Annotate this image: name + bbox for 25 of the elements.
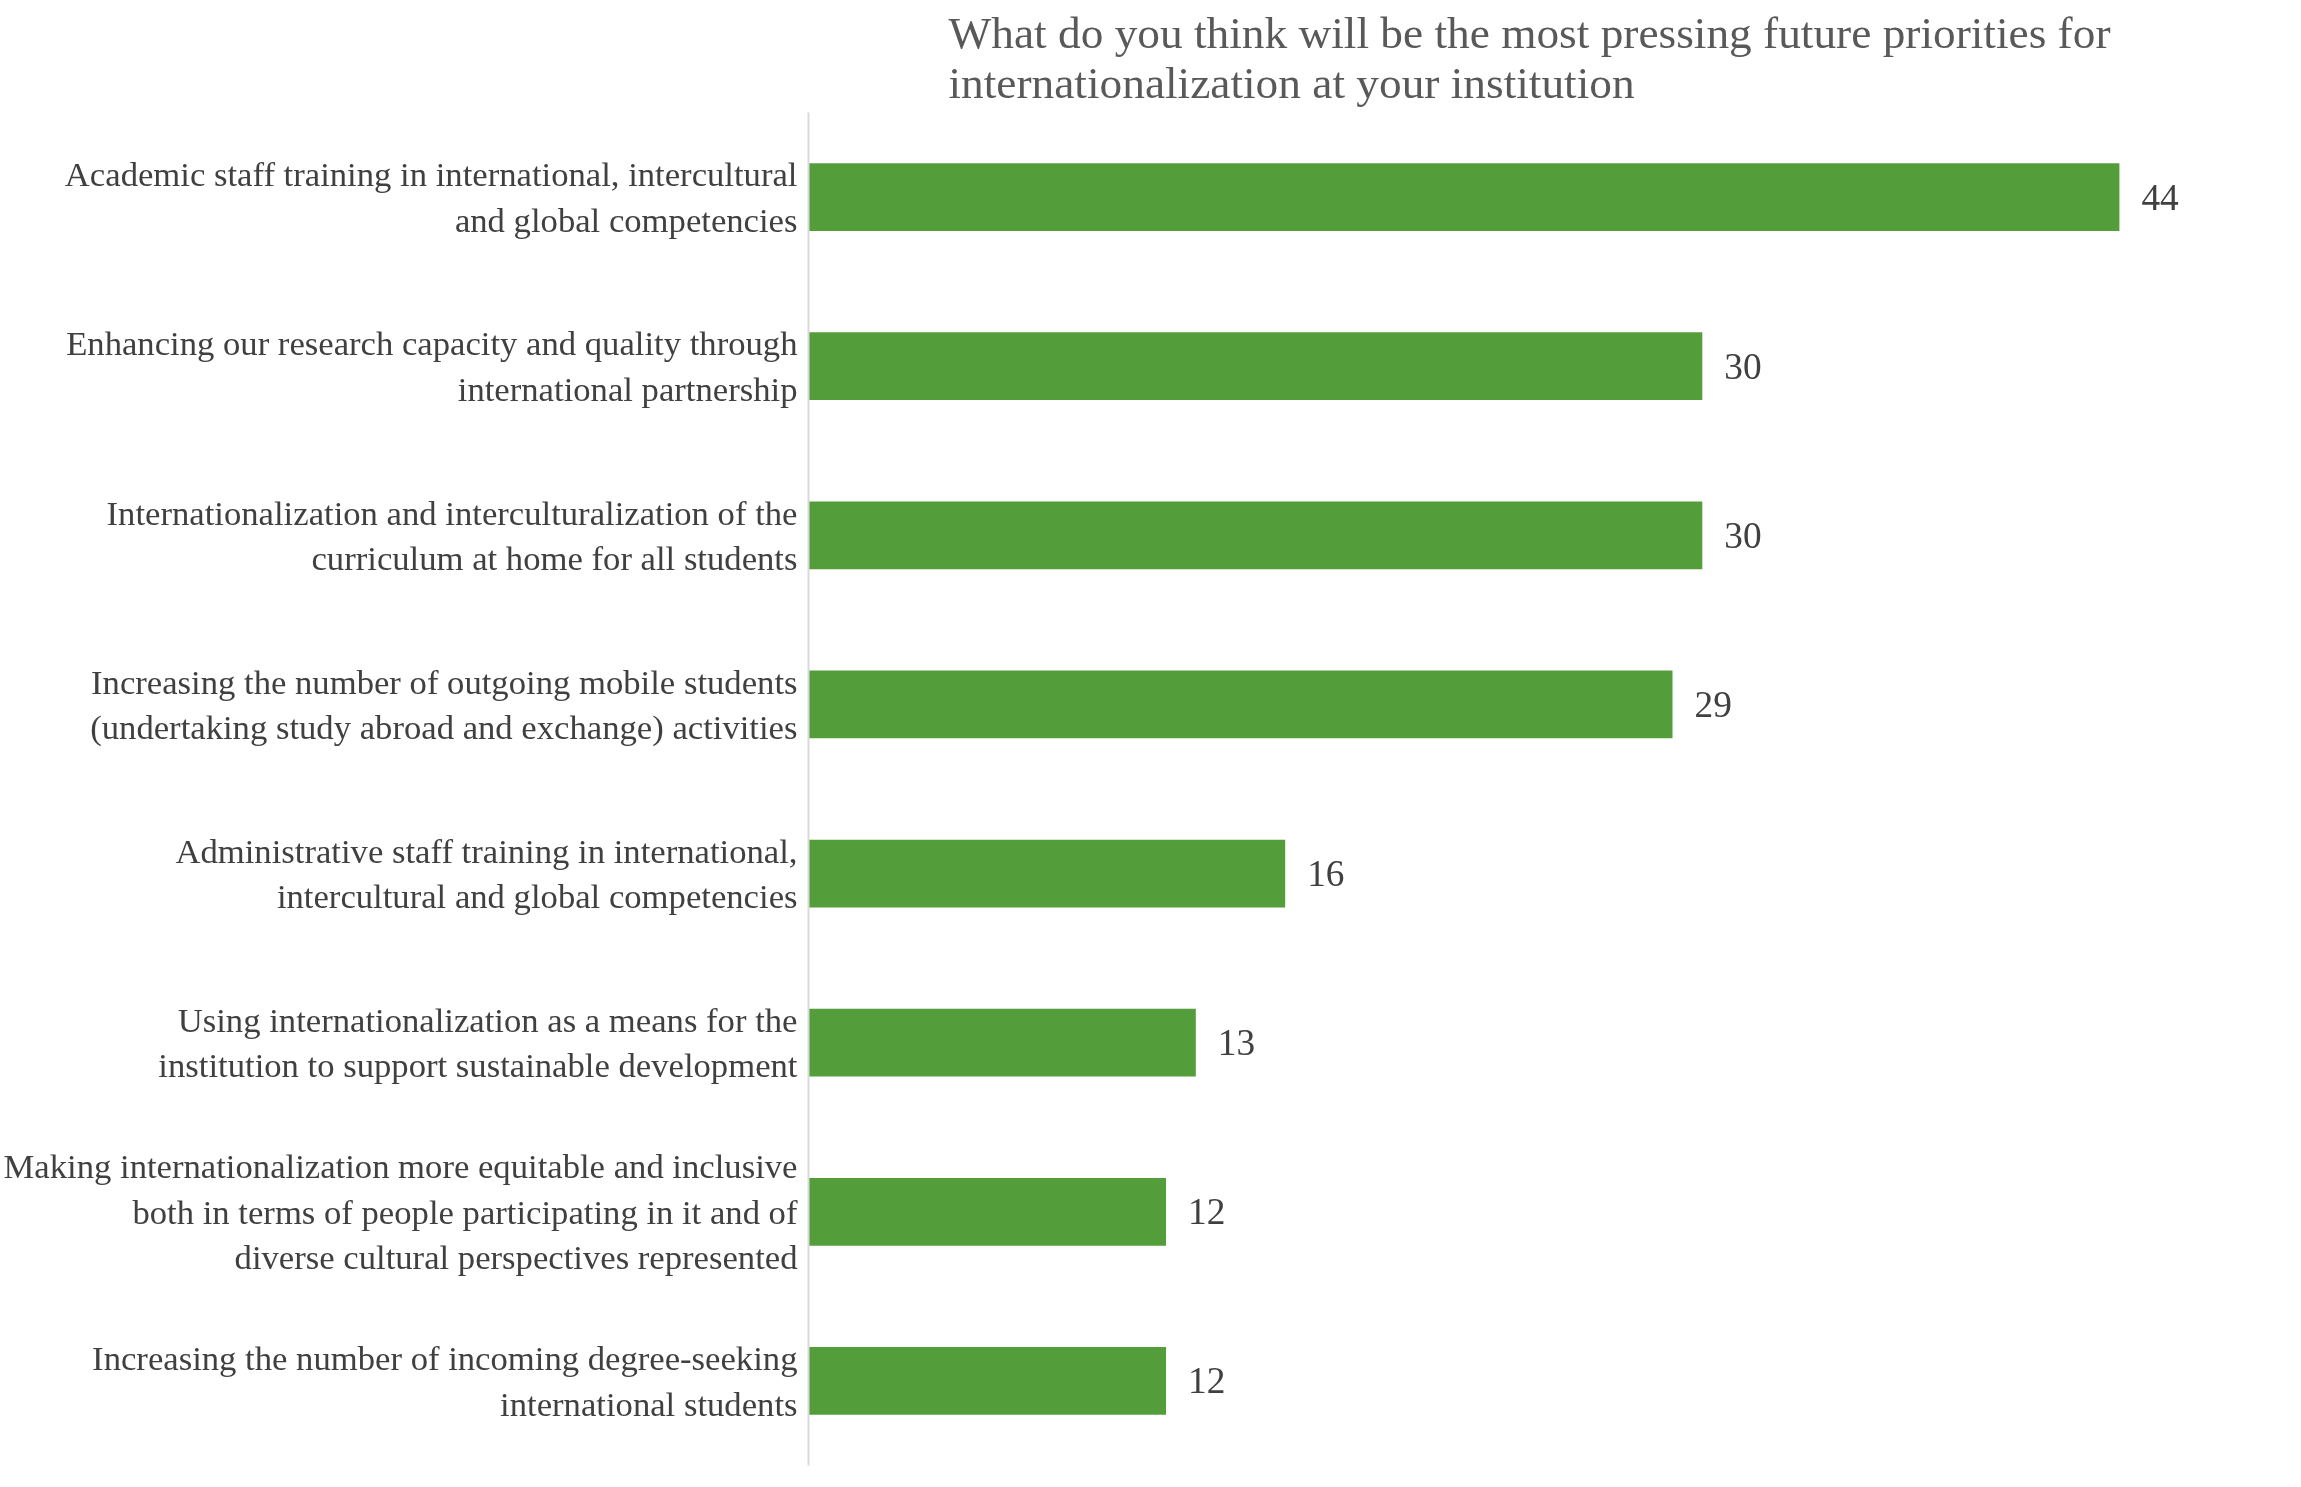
data-label: 13 bbox=[1217, 1022, 1256, 1064]
y-tick-label: Increasing the number of incoming degree-seeking international students bbox=[92, 1339, 798, 1423]
data-label: 44 bbox=[2141, 176, 2180, 218]
data-label: 12 bbox=[1188, 1191, 1226, 1233]
y-tick-label: Making internationalization more equitable and inclusive both in terms of people participating in it and of diverse cultural perspectives represented bbox=[3, 1147, 798, 1277]
y-tick-label: Internationalization and interculturalization of the curriculum at home for all students bbox=[106, 493, 798, 578]
y-tick-label: Academic staff training in international, intercultural and global competencies bbox=[64, 155, 798, 239]
data-label: 12 bbox=[1188, 1360, 1226, 1402]
chart-title: What do you think will be the most pressing future priorities for internationalization at your institution bbox=[948, 7, 2111, 108]
bar bbox=[808, 1008, 1196, 1077]
data-label: 16 bbox=[1307, 853, 1345, 895]
bar bbox=[808, 839, 1286, 908]
data-label: 29 bbox=[1694, 683, 1732, 725]
bar bbox=[808, 501, 1703, 570]
bar bbox=[808, 1347, 1167, 1415]
data-label: 30 bbox=[1724, 514, 1762, 556]
bar bbox=[808, 670, 1673, 739]
data-label: 30 bbox=[1724, 345, 1762, 387]
y-tick-label: Increasing the number of outgoing mobile students (undertaking study abroad and exchange) activities bbox=[90, 662, 798, 748]
y-tick-label: Administrative staff training in international, intercultural and global competencies bbox=[175, 831, 798, 916]
y-tick-label: Enhancing our research capacity and quality through international partnership bbox=[66, 324, 798, 408]
bar bbox=[808, 1177, 1167, 1246]
y-tick-label: Using internationalization as a means for the institution to support sustainable development bbox=[158, 1000, 798, 1085]
bar bbox=[808, 163, 2120, 231]
bar bbox=[808, 332, 1703, 401]
